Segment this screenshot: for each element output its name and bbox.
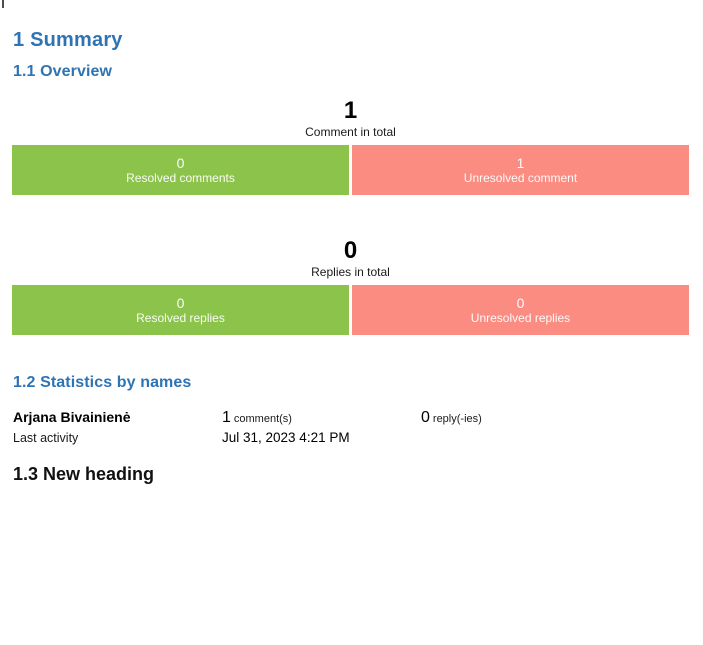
comment-count-cell: 1 comment(s) xyxy=(222,409,421,427)
author-name: Arjana Bivainienė xyxy=(13,409,131,425)
replies-chart: 0 Replies in total 0 Resolved replies 0 … xyxy=(0,239,703,335)
replies-bar-row: 0 Resolved replies 0 Unresolved replies xyxy=(12,285,689,335)
resolved-comments-value: 0 xyxy=(176,154,185,171)
resolved-replies-bar: 0 Resolved replies xyxy=(12,285,349,335)
heading-overview: 1.1 Overview xyxy=(13,63,113,80)
reply-count-value: 0 xyxy=(421,409,430,426)
unresolved-replies-bar: 0 Unresolved replies xyxy=(352,285,689,335)
comments-total-value: 1 xyxy=(343,97,358,124)
heading-new-heading: 1.3 New heading xyxy=(13,464,155,484)
comment-count-value: 1 xyxy=(222,409,231,426)
unresolved-comments-bar: 1 Unresolved comment xyxy=(352,145,689,195)
unresolved-replies-value: 0 xyxy=(516,294,525,311)
replies-total-value: 0 xyxy=(343,237,358,264)
last-activity-label: Last activity xyxy=(13,431,79,445)
resolved-replies-value: 0 xyxy=(176,294,185,311)
unresolved-comments-value: 1 xyxy=(516,154,525,171)
last-activity-value: Jul 31, 2023 4:21 PM xyxy=(222,430,350,445)
resolved-comments-bar: 0 Resolved comments xyxy=(12,145,349,195)
heading-statistics: 1.2 Statistics by names xyxy=(13,374,192,391)
comments-total-label: Comment in total xyxy=(305,125,396,139)
resolved-replies-label: Resolved replies xyxy=(136,310,225,325)
reply-count-unit: reply(-ies) xyxy=(432,413,482,425)
unresolved-comments-label: Unresolved comment xyxy=(463,170,578,185)
resolved-comments-label: Resolved comments xyxy=(126,170,235,185)
comment-count-unit: comment(s) xyxy=(233,413,292,425)
replies-total-label: Replies in total xyxy=(311,265,390,279)
text-caret-artifact xyxy=(2,0,4,8)
comments-bar-row: 0 Resolved comments 1 Unresolved comment xyxy=(12,145,689,195)
heading-summary: 1 Summary xyxy=(13,29,123,51)
statistics-table: Arjana Bivainienė 1 comment(s) 0 reply(-ie… xyxy=(13,409,690,446)
reply-count-cell: 0 reply(-ies) xyxy=(421,409,690,427)
comments-chart: 1 Comment in total 0 Resolved comments 1… xyxy=(0,99,703,195)
unresolved-replies-label: Unresolved replies xyxy=(470,310,571,325)
